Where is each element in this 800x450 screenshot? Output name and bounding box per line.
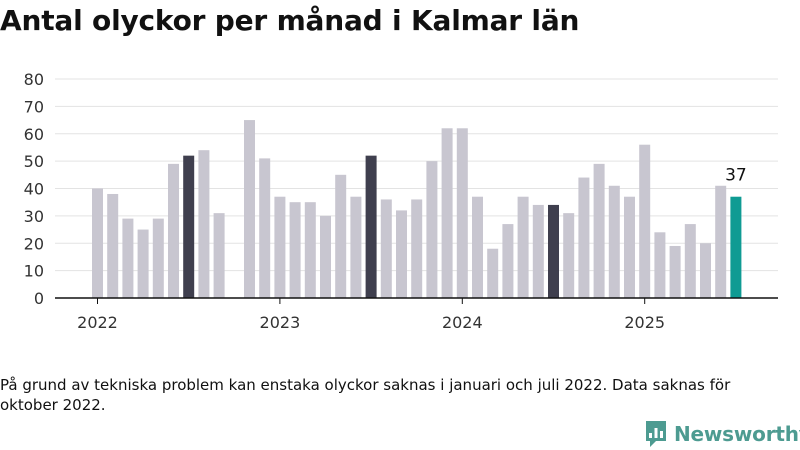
bar-2024-10 xyxy=(593,163,605,298)
data-labels: 37 xyxy=(725,166,747,186)
bar-2022-02 xyxy=(107,193,119,298)
bar-2025-05 xyxy=(700,243,711,298)
bar-2023-02 xyxy=(289,202,301,298)
bar-2025-02 xyxy=(654,232,666,298)
y-tick-label: 40 xyxy=(24,180,44,199)
y-tick-label: 10 xyxy=(24,262,44,281)
y-tick-label: 80 xyxy=(24,70,44,89)
y-tick-label: 70 xyxy=(24,97,44,116)
bar-2024-08 xyxy=(563,213,575,298)
bar-2024-02 xyxy=(472,196,483,298)
bar-2023-07 xyxy=(365,155,377,298)
bar-2024-04 xyxy=(502,224,514,298)
bar-2024-11 xyxy=(608,185,620,298)
y-axis-ticks: 0 10 20 30 40 50 60 70 80 xyxy=(24,70,44,308)
y-tick-label: 30 xyxy=(24,207,44,226)
bar-2022-04 xyxy=(137,229,149,298)
bar-2022-09 xyxy=(213,213,225,298)
bar-2022-12 xyxy=(259,158,271,298)
y-tick-label: 50 xyxy=(24,152,44,171)
bar-2024-03 xyxy=(487,248,499,298)
y-tick-label: 60 xyxy=(24,125,44,144)
bar-2023-08 xyxy=(380,199,392,298)
footnote: På grund av tekniska problem kan enstaka… xyxy=(0,376,731,414)
bar-2024-05 xyxy=(517,196,529,298)
bar-2023-04 xyxy=(320,215,331,298)
bar-2023-03 xyxy=(304,202,316,298)
newsworthy-logo-icon xyxy=(646,421,666,447)
bar-2022-11 xyxy=(244,120,255,298)
bar-2023-05 xyxy=(335,174,347,298)
bar-2025-07 xyxy=(730,196,742,298)
x-axis-ticks: 2022 2023 2024 2025 xyxy=(77,298,665,332)
bar-2022-08 xyxy=(198,150,210,298)
x-tick-label: 2025 xyxy=(624,313,665,332)
bar-chart: 0 10 20 30 40 50 60 70 80 2022 2023 2024 2025 37 xyxy=(24,70,778,332)
newsworthy-logo[interactable]: Newsworthy xyxy=(644,420,800,448)
bar-2023-09 xyxy=(396,210,407,298)
x-tick-label: 2024 xyxy=(442,313,483,332)
y-tick-label: 0 xyxy=(34,289,44,308)
bar-2025-01 xyxy=(639,144,651,298)
y-tick-label: 20 xyxy=(24,234,44,253)
bar-2024-12 xyxy=(624,196,635,298)
bar-2023-01 xyxy=(274,196,286,298)
bar-2023-11 xyxy=(426,161,438,298)
x-tick-label: 2023 xyxy=(260,313,301,332)
bar-2023-06 xyxy=(350,196,362,298)
bar-2025-06 xyxy=(715,185,727,298)
bar-2024-09 xyxy=(578,177,590,298)
bar-2024-06 xyxy=(532,204,544,298)
bar-2023-12 xyxy=(441,128,453,298)
bar-2022-01 xyxy=(92,188,103,298)
chart-title: Antal olyckor per månad i Kalmar län xyxy=(0,4,580,37)
bar-2025-03 xyxy=(669,245,681,298)
bar-2024-07 xyxy=(548,204,559,298)
bar-2022-03 xyxy=(122,218,134,298)
bar-2023-10 xyxy=(411,199,423,298)
bar-2024-01 xyxy=(456,128,468,298)
bar-2022-05 xyxy=(152,218,164,298)
brand-name: Newsworthy xyxy=(674,422,800,446)
bar-2022-07 xyxy=(183,155,195,298)
bar-2022-06 xyxy=(168,163,179,298)
bars xyxy=(92,120,742,298)
x-tick-label: 2022 xyxy=(77,313,118,332)
bar-2025-04 xyxy=(684,224,696,298)
data-label: 37 xyxy=(725,166,747,186)
